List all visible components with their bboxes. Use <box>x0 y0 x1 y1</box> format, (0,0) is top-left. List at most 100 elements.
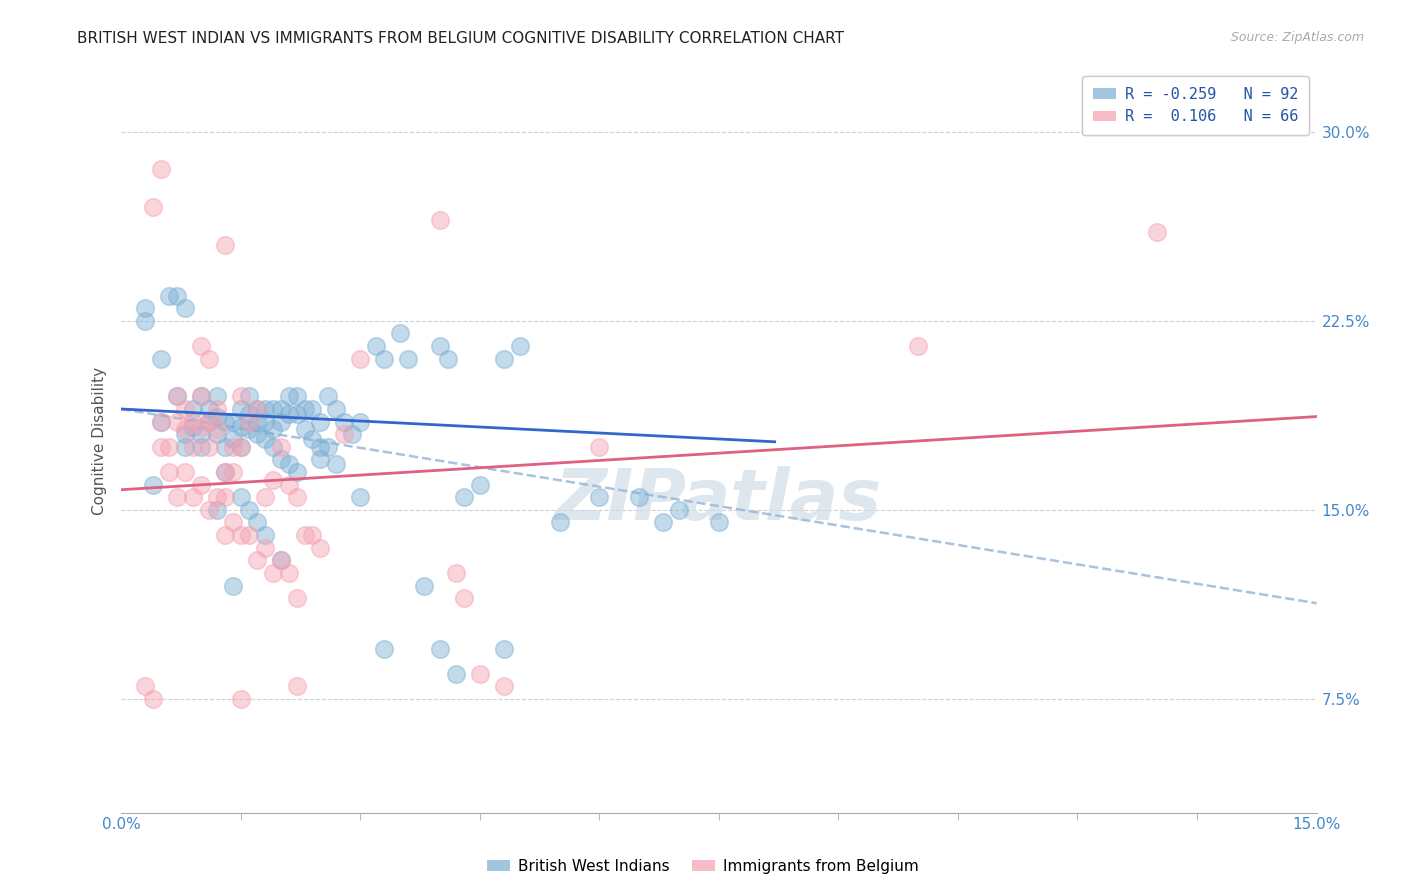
Point <box>134 301 156 315</box>
Point <box>668 503 690 517</box>
Point <box>198 415 221 429</box>
Point <box>229 490 252 504</box>
Point <box>166 389 188 403</box>
Point <box>181 490 204 504</box>
Point <box>588 440 610 454</box>
Point <box>262 402 284 417</box>
Point <box>333 415 356 429</box>
Point <box>246 415 269 429</box>
Point <box>396 351 419 366</box>
Point <box>198 503 221 517</box>
Point <box>174 422 197 436</box>
Point <box>150 440 173 454</box>
Point <box>166 389 188 403</box>
Point <box>294 402 316 417</box>
Point <box>205 427 228 442</box>
Point <box>253 415 276 429</box>
Point <box>157 440 180 454</box>
Point <box>150 415 173 429</box>
Point <box>301 528 323 542</box>
Point <box>373 351 395 366</box>
Point <box>229 692 252 706</box>
Point <box>262 440 284 454</box>
Point <box>253 432 276 446</box>
Point <box>214 238 236 252</box>
Point <box>277 477 299 491</box>
Point <box>174 465 197 479</box>
Point <box>453 591 475 606</box>
Point <box>134 680 156 694</box>
Text: ZIPatlas: ZIPatlas <box>555 466 883 534</box>
Point <box>205 389 228 403</box>
Point <box>429 212 451 227</box>
Point <box>270 440 292 454</box>
Point <box>181 419 204 434</box>
Point <box>444 566 467 580</box>
Point <box>190 389 212 403</box>
Point <box>190 339 212 353</box>
Point <box>429 339 451 353</box>
Point <box>229 389 252 403</box>
Point <box>285 680 308 694</box>
Text: Source: ZipAtlas.com: Source: ZipAtlas.com <box>1230 31 1364 45</box>
Point <box>246 516 269 530</box>
Point <box>309 541 332 555</box>
Point <box>253 541 276 555</box>
Point <box>174 301 197 315</box>
Point <box>142 477 165 491</box>
Point <box>222 465 245 479</box>
Point <box>150 415 173 429</box>
Point <box>270 402 292 417</box>
Point <box>246 553 269 567</box>
Point <box>453 490 475 504</box>
Y-axis label: Cognitive Disability: Cognitive Disability <box>93 367 107 515</box>
Point <box>342 427 364 442</box>
Point <box>214 465 236 479</box>
Point <box>301 402 323 417</box>
Point <box>253 528 276 542</box>
Point <box>707 516 730 530</box>
Point <box>309 452 332 467</box>
Point <box>285 389 308 403</box>
Point <box>468 666 491 681</box>
Point <box>229 440 252 454</box>
Point <box>198 415 221 429</box>
Point <box>157 465 180 479</box>
Point <box>492 641 515 656</box>
Point <box>214 465 236 479</box>
Point <box>1146 226 1168 240</box>
Point <box>214 440 236 454</box>
Point <box>389 326 412 341</box>
Point <box>222 516 245 530</box>
Point <box>238 415 260 429</box>
Point <box>492 351 515 366</box>
Text: BRITISH WEST INDIAN VS IMMIGRANTS FROM BELGIUM COGNITIVE DISABILITY CORRELATION : BRITISH WEST INDIAN VS IMMIGRANTS FROM B… <box>77 31 845 46</box>
Point <box>253 490 276 504</box>
Point <box>166 288 188 302</box>
Point <box>413 578 436 592</box>
Point <box>373 641 395 656</box>
Point <box>181 402 204 417</box>
Point <box>142 200 165 214</box>
Point <box>142 692 165 706</box>
Point <box>190 427 212 442</box>
Point <box>214 415 236 429</box>
Point <box>318 440 340 454</box>
Point <box>349 415 371 429</box>
Point <box>468 477 491 491</box>
Point <box>285 465 308 479</box>
Point <box>437 351 460 366</box>
Point <box>190 440 212 454</box>
Point <box>205 503 228 517</box>
Point <box>277 389 299 403</box>
Point <box>229 419 252 434</box>
Point <box>270 553 292 567</box>
Point <box>174 427 197 442</box>
Point <box>205 490 228 504</box>
Point <box>229 528 252 542</box>
Point <box>134 314 156 328</box>
Point <box>588 490 610 504</box>
Point <box>325 402 347 417</box>
Point <box>628 490 651 504</box>
Point <box>262 422 284 436</box>
